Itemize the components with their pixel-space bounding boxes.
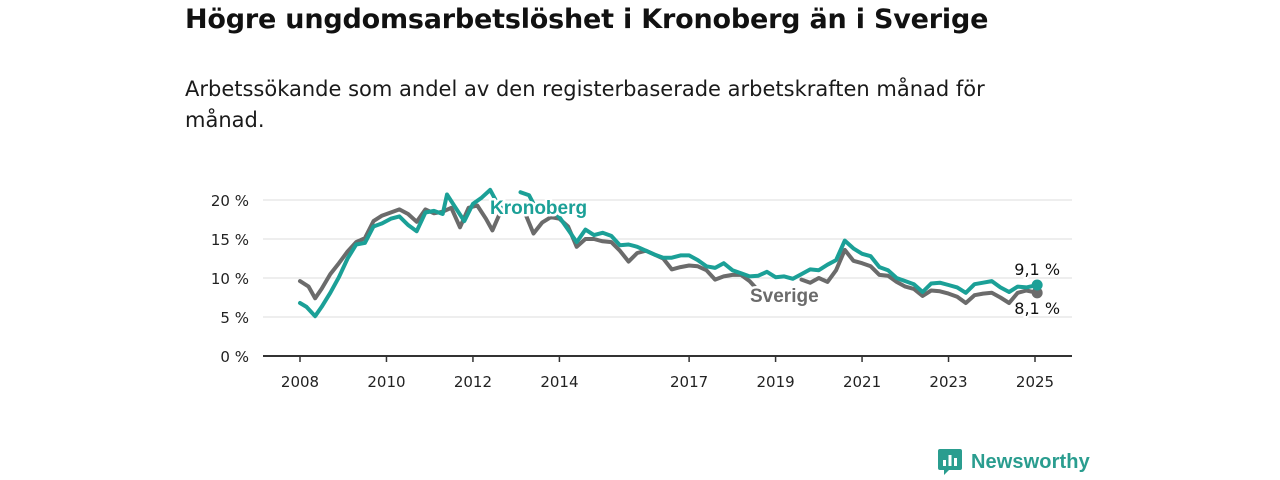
x-tick-label: 2023 [929,373,967,391]
grid-lines [263,199,1072,318]
kronoberg-series-label: Kronoberg [490,198,587,219]
x-tick-label: 2008 [281,373,319,391]
x-tick-label: 2010 [367,373,405,391]
y-tick-label: 15 % [211,231,249,249]
x-tick-label: 2017 [670,373,708,391]
chart-subtitle: Arbetssökande som andel av den registerb… [185,77,985,132]
kronoberg-end-label: 9,1 % [1014,260,1060,279]
x-tick-label: 2012 [454,373,492,391]
kronoberg-line [298,187,508,319]
line-chart: 0 %5 %10 %15 %20 % 2008 2010 2012 2014 2017 2… [211,187,1072,391]
chart-title: Högre ungdomsarbetslöshet i Kronoberg än… [185,4,989,35]
y-tick-label: 0 % [220,348,249,366]
kronoberg-end-point [1031,279,1043,291]
series-lines [298,187,1043,319]
y-axis: 0 % 5 % 10 % 15 % 20 % [211,192,249,366]
kronoberg-line [518,190,1040,295]
x-axis: 2008 2010 2012 2014 2017 2019 2021 2023 2025 [263,355,1072,391]
y-tick-label: 10 % [211,270,249,288]
sverige-line [799,247,1040,305]
x-tick-label: 2019 [756,373,794,391]
sverige-end-label: 8,1 % [1014,299,1060,318]
newsworthy-brand: Newsworthy [937,448,1090,476]
sverige-end-point [1031,287,1043,299]
series-labels: Kronoberg Sverige 9,1 % 8,1 % [488,196,1063,321]
y-tick-label: 5 % [220,309,249,327]
sverige-series-label: Sverige [750,286,819,307]
sverige-line [298,203,761,301]
newsworthy-logo-icon [938,449,962,475]
x-tick-label: 2014 [540,373,578,391]
brand-name: Newsworthy [971,450,1090,473]
x-tick-label: 2021 [843,373,881,391]
y-tick-label: 20 % [211,192,249,210]
x-tick-label: 2025 [1016,373,1054,391]
